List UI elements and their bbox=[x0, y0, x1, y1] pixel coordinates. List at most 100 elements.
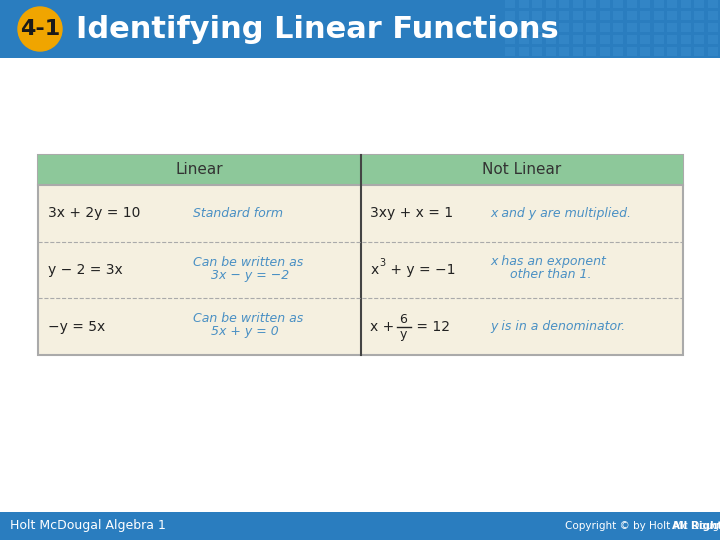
FancyBboxPatch shape bbox=[505, 0, 515, 8]
FancyBboxPatch shape bbox=[532, 23, 542, 32]
FancyBboxPatch shape bbox=[680, 47, 690, 56]
Text: 3x + 2y = 10: 3x + 2y = 10 bbox=[48, 206, 140, 220]
FancyBboxPatch shape bbox=[532, 0, 542, 8]
FancyBboxPatch shape bbox=[654, 23, 664, 32]
Text: 5x + y = 0: 5x + y = 0 bbox=[211, 325, 279, 338]
FancyBboxPatch shape bbox=[694, 47, 704, 56]
FancyBboxPatch shape bbox=[559, 35, 569, 44]
FancyBboxPatch shape bbox=[546, 0, 556, 8]
FancyBboxPatch shape bbox=[626, 11, 636, 20]
FancyBboxPatch shape bbox=[505, 11, 515, 20]
Text: y: y bbox=[400, 328, 408, 341]
Text: 3: 3 bbox=[379, 258, 386, 268]
FancyBboxPatch shape bbox=[613, 35, 623, 44]
Text: x and y are multiplied.: x and y are multiplied. bbox=[490, 207, 631, 220]
FancyBboxPatch shape bbox=[640, 23, 650, 32]
FancyBboxPatch shape bbox=[572, 23, 582, 32]
FancyBboxPatch shape bbox=[586, 47, 596, 56]
FancyBboxPatch shape bbox=[518, 35, 528, 44]
FancyBboxPatch shape bbox=[586, 35, 596, 44]
FancyBboxPatch shape bbox=[532, 35, 542, 44]
FancyBboxPatch shape bbox=[505, 23, 515, 32]
FancyBboxPatch shape bbox=[600, 35, 610, 44]
FancyBboxPatch shape bbox=[667, 35, 677, 44]
FancyBboxPatch shape bbox=[505, 35, 515, 44]
FancyBboxPatch shape bbox=[600, 11, 610, 20]
FancyBboxPatch shape bbox=[640, 0, 650, 8]
FancyBboxPatch shape bbox=[708, 11, 718, 20]
FancyBboxPatch shape bbox=[559, 11, 569, 20]
FancyBboxPatch shape bbox=[654, 35, 664, 44]
Text: other than 1.: other than 1. bbox=[510, 268, 592, 281]
Text: 4-1: 4-1 bbox=[20, 19, 60, 39]
FancyBboxPatch shape bbox=[640, 35, 650, 44]
FancyBboxPatch shape bbox=[600, 47, 610, 56]
Text: Copyright © by Holt Mc Dougal.: Copyright © by Holt Mc Dougal. bbox=[565, 521, 720, 531]
FancyBboxPatch shape bbox=[613, 23, 623, 32]
Text: Identifying Linear Functions: Identifying Linear Functions bbox=[76, 15, 559, 44]
FancyBboxPatch shape bbox=[640, 11, 650, 20]
FancyBboxPatch shape bbox=[680, 35, 690, 44]
FancyBboxPatch shape bbox=[708, 23, 718, 32]
FancyBboxPatch shape bbox=[559, 0, 569, 8]
Text: All Rights Reserved.: All Rights Reserved. bbox=[672, 521, 720, 531]
FancyBboxPatch shape bbox=[680, 0, 690, 8]
FancyBboxPatch shape bbox=[626, 47, 636, 56]
FancyBboxPatch shape bbox=[667, 0, 677, 8]
FancyBboxPatch shape bbox=[38, 155, 683, 185]
FancyBboxPatch shape bbox=[694, 35, 704, 44]
FancyBboxPatch shape bbox=[546, 47, 556, 56]
FancyBboxPatch shape bbox=[613, 11, 623, 20]
FancyBboxPatch shape bbox=[518, 47, 528, 56]
FancyBboxPatch shape bbox=[708, 47, 718, 56]
FancyBboxPatch shape bbox=[708, 35, 718, 44]
FancyBboxPatch shape bbox=[38, 155, 683, 355]
FancyBboxPatch shape bbox=[572, 35, 582, 44]
FancyBboxPatch shape bbox=[613, 47, 623, 56]
FancyBboxPatch shape bbox=[0, 0, 720, 58]
FancyBboxPatch shape bbox=[572, 0, 582, 8]
FancyBboxPatch shape bbox=[694, 0, 704, 8]
Text: x +: x + bbox=[371, 320, 399, 334]
Text: x has an exponent: x has an exponent bbox=[490, 255, 606, 268]
FancyBboxPatch shape bbox=[546, 11, 556, 20]
FancyBboxPatch shape bbox=[654, 11, 664, 20]
FancyBboxPatch shape bbox=[640, 47, 650, 56]
FancyBboxPatch shape bbox=[667, 23, 677, 32]
Text: Can be written as: Can be written as bbox=[193, 255, 303, 268]
FancyBboxPatch shape bbox=[613, 0, 623, 8]
FancyBboxPatch shape bbox=[626, 35, 636, 44]
FancyBboxPatch shape bbox=[0, 512, 720, 540]
FancyBboxPatch shape bbox=[518, 23, 528, 32]
Text: = 12: = 12 bbox=[413, 320, 451, 334]
FancyBboxPatch shape bbox=[532, 47, 542, 56]
FancyBboxPatch shape bbox=[559, 23, 569, 32]
Text: x: x bbox=[371, 263, 379, 277]
FancyBboxPatch shape bbox=[518, 0, 528, 8]
FancyBboxPatch shape bbox=[546, 23, 556, 32]
FancyBboxPatch shape bbox=[654, 0, 664, 8]
FancyBboxPatch shape bbox=[505, 47, 515, 56]
Text: −y = 5x: −y = 5x bbox=[48, 320, 105, 334]
Text: y is in a denominator.: y is in a denominator. bbox=[490, 320, 626, 333]
FancyBboxPatch shape bbox=[600, 0, 610, 8]
FancyBboxPatch shape bbox=[626, 0, 636, 8]
FancyBboxPatch shape bbox=[572, 47, 582, 56]
Text: Holt McDougal Algebra 1: Holt McDougal Algebra 1 bbox=[10, 519, 166, 532]
FancyBboxPatch shape bbox=[532, 11, 542, 20]
FancyBboxPatch shape bbox=[694, 23, 704, 32]
FancyBboxPatch shape bbox=[586, 11, 596, 20]
FancyBboxPatch shape bbox=[680, 23, 690, 32]
FancyBboxPatch shape bbox=[518, 11, 528, 20]
FancyBboxPatch shape bbox=[626, 23, 636, 32]
FancyBboxPatch shape bbox=[667, 11, 677, 20]
Text: Standard form: Standard form bbox=[193, 207, 283, 220]
Text: 3xy + x = 1: 3xy + x = 1 bbox=[371, 206, 454, 220]
Text: Linear: Linear bbox=[176, 163, 223, 178]
Text: 3x − y = −2: 3x − y = −2 bbox=[211, 268, 289, 281]
FancyBboxPatch shape bbox=[680, 11, 690, 20]
FancyBboxPatch shape bbox=[694, 11, 704, 20]
Text: Not Linear: Not Linear bbox=[482, 163, 562, 178]
FancyBboxPatch shape bbox=[586, 0, 596, 8]
FancyBboxPatch shape bbox=[572, 11, 582, 20]
